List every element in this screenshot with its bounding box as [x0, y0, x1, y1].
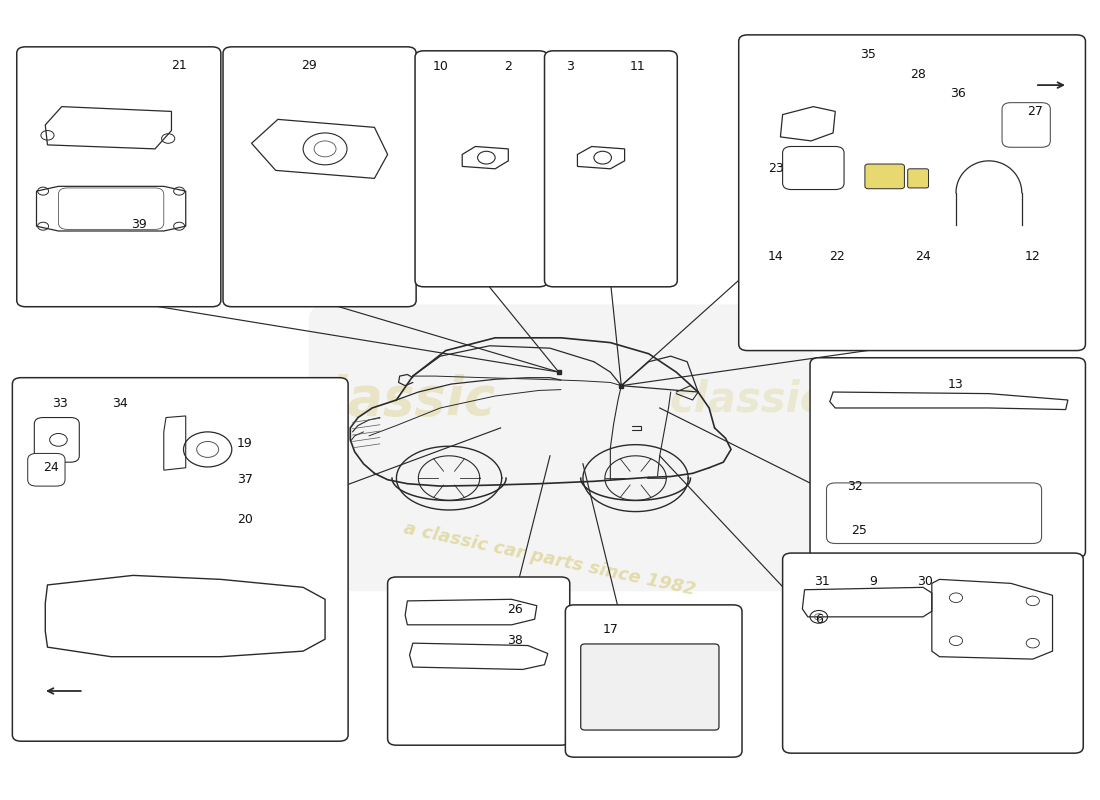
- Text: 30: 30: [917, 575, 933, 588]
- Text: 22: 22: [829, 250, 845, 263]
- Text: 17: 17: [603, 623, 618, 636]
- FancyBboxPatch shape: [810, 358, 1086, 558]
- Text: 13: 13: [948, 378, 964, 390]
- FancyBboxPatch shape: [782, 553, 1084, 753]
- FancyBboxPatch shape: [782, 146, 844, 190]
- Text: 39: 39: [131, 218, 146, 231]
- FancyBboxPatch shape: [739, 35, 1086, 350]
- Text: 27: 27: [1027, 105, 1043, 118]
- Text: 12: 12: [1025, 250, 1041, 263]
- Text: 36: 36: [950, 86, 966, 99]
- FancyBboxPatch shape: [826, 483, 1042, 543]
- FancyBboxPatch shape: [28, 454, 65, 486]
- FancyBboxPatch shape: [16, 47, 221, 306]
- FancyBboxPatch shape: [865, 164, 904, 189]
- FancyBboxPatch shape: [309, 304, 813, 591]
- FancyBboxPatch shape: [34, 418, 79, 462]
- Text: 35: 35: [860, 48, 876, 62]
- Text: classic: classic: [298, 374, 495, 426]
- Text: 24: 24: [43, 462, 58, 474]
- Text: classic: classic: [670, 379, 825, 421]
- Text: 24: 24: [915, 250, 931, 263]
- Text: 3: 3: [565, 60, 574, 74]
- Text: 2: 2: [505, 60, 513, 74]
- Text: 28: 28: [910, 68, 925, 82]
- FancyBboxPatch shape: [1002, 102, 1050, 147]
- FancyBboxPatch shape: [544, 51, 678, 286]
- Text: 31: 31: [814, 575, 830, 588]
- Text: 37: 37: [236, 474, 253, 486]
- Text: 6: 6: [815, 613, 823, 626]
- FancyBboxPatch shape: [565, 605, 742, 757]
- Text: 9: 9: [870, 575, 878, 588]
- Text: 29: 29: [300, 58, 317, 72]
- Text: 10: 10: [432, 60, 448, 74]
- Text: 20: 20: [236, 513, 253, 526]
- Text: 32: 32: [847, 479, 862, 493]
- FancyBboxPatch shape: [12, 378, 348, 742]
- Text: 38: 38: [507, 634, 522, 647]
- FancyBboxPatch shape: [581, 644, 719, 730]
- Text: 34: 34: [112, 398, 128, 410]
- Text: 21: 21: [172, 58, 187, 72]
- Text: 14: 14: [768, 250, 784, 263]
- Text: 23: 23: [768, 162, 784, 175]
- FancyBboxPatch shape: [58, 188, 164, 230]
- FancyBboxPatch shape: [223, 47, 416, 306]
- Text: a classic car parts since 1982: a classic car parts since 1982: [403, 520, 697, 599]
- Text: 26: 26: [507, 603, 522, 616]
- FancyBboxPatch shape: [387, 577, 570, 745]
- Text: 33: 33: [52, 398, 67, 410]
- Text: 11: 11: [630, 60, 646, 74]
- FancyBboxPatch shape: [415, 51, 548, 286]
- FancyBboxPatch shape: [908, 169, 928, 188]
- Text: 25: 25: [851, 524, 868, 538]
- Text: 19: 19: [238, 438, 253, 450]
